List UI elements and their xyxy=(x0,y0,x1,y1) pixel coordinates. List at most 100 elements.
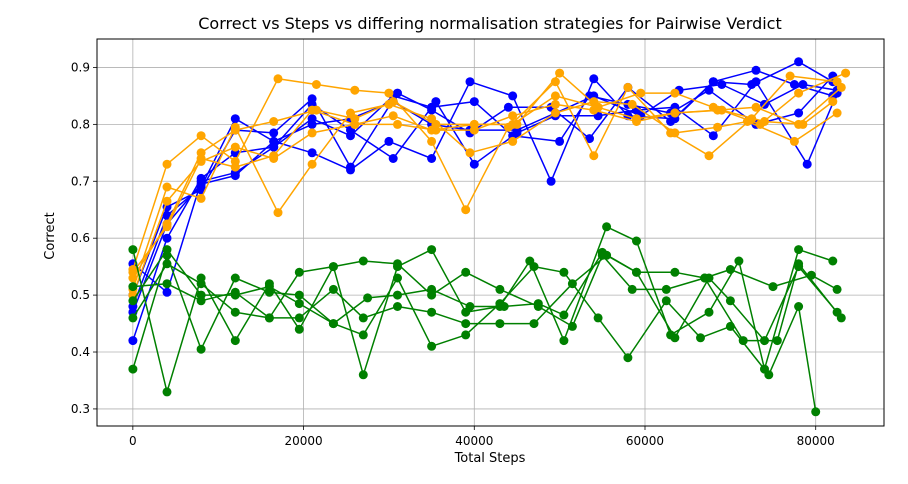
data-point xyxy=(789,80,799,89)
data-point xyxy=(461,267,471,277)
data-point xyxy=(798,80,808,89)
data-point xyxy=(307,148,317,158)
data-point xyxy=(393,290,402,300)
data-point xyxy=(841,68,851,78)
data-point xyxy=(196,179,206,189)
data-point xyxy=(427,136,437,146)
data-point xyxy=(128,245,138,255)
data-point xyxy=(559,267,569,277)
data-point xyxy=(388,111,398,121)
data-point xyxy=(567,321,577,331)
x-axis-label: Total Steps xyxy=(454,451,526,466)
data-point xyxy=(196,131,206,141)
data-point xyxy=(350,119,360,129)
data-point xyxy=(751,77,761,87)
data-point xyxy=(393,302,402,311)
data-point xyxy=(427,307,437,317)
data-point xyxy=(269,151,279,161)
plot-frame xyxy=(96,38,885,427)
data-point xyxy=(567,279,577,289)
data-point xyxy=(550,108,560,118)
data-point xyxy=(550,91,560,101)
data-point xyxy=(559,310,569,320)
data-point xyxy=(393,88,402,98)
series-group xyxy=(128,91,838,277)
data-point xyxy=(713,122,723,132)
data-point xyxy=(670,267,680,277)
data-point xyxy=(469,119,479,129)
data-point xyxy=(794,259,804,269)
data-point xyxy=(269,117,279,126)
data-point xyxy=(717,105,727,115)
data-point xyxy=(162,196,172,206)
data-point xyxy=(700,273,710,283)
data-point xyxy=(350,85,360,95)
data-point xyxy=(358,256,368,266)
data-point xyxy=(559,336,569,346)
data-point xyxy=(128,313,138,323)
data-point xyxy=(230,273,240,283)
data-point xyxy=(358,330,368,340)
data-point xyxy=(128,267,138,277)
data-point xyxy=(230,125,240,135)
data-point xyxy=(585,134,594,144)
data-point xyxy=(597,247,607,257)
data-point xyxy=(602,222,612,232)
data-point xyxy=(393,273,402,283)
data-point xyxy=(499,302,509,311)
data-point xyxy=(273,208,283,218)
x-tick-label: 60000 xyxy=(626,434,664,448)
data-point xyxy=(623,82,633,92)
y-tick-label: 0.6 xyxy=(71,231,90,245)
data-point xyxy=(196,290,206,300)
x-tick-label: 0 xyxy=(129,434,137,448)
data-point xyxy=(623,353,633,363)
data-point xyxy=(550,77,560,87)
y-tick-label: 0.5 xyxy=(71,288,90,302)
data-point xyxy=(427,125,437,135)
data-point xyxy=(794,245,804,255)
data-point xyxy=(734,256,744,266)
data-point xyxy=(632,114,641,124)
data-point xyxy=(508,91,518,101)
data-point xyxy=(533,299,543,309)
data-point xyxy=(465,302,475,311)
data-point xyxy=(393,259,402,269)
data-point xyxy=(294,290,304,300)
data-point xyxy=(427,105,437,115)
x-tick-label: 40000 xyxy=(455,434,493,448)
series-group xyxy=(128,222,838,397)
data-point xyxy=(128,336,138,346)
data-point xyxy=(794,108,804,118)
data-point xyxy=(461,319,471,329)
data-point xyxy=(503,102,513,112)
data-point xyxy=(495,319,505,329)
data-point xyxy=(465,148,475,158)
data-point xyxy=(388,97,398,107)
data-point xyxy=(469,159,479,169)
data-point xyxy=(555,136,565,146)
data-point xyxy=(196,154,206,163)
data-point xyxy=(427,284,437,294)
data-point xyxy=(461,330,471,340)
series-line xyxy=(132,248,842,342)
data-point xyxy=(508,111,518,121)
data-point xyxy=(358,370,368,380)
data-point xyxy=(465,77,475,87)
data-point xyxy=(162,279,172,289)
chart-title: Correct vs Steps vs differing normalisat… xyxy=(198,14,782,33)
plot-series xyxy=(128,57,851,417)
data-point xyxy=(328,284,338,294)
data-point xyxy=(794,302,804,311)
y-tick-label: 0.9 xyxy=(71,60,90,74)
data-point xyxy=(760,117,769,126)
y-tick-label: 0.4 xyxy=(71,345,90,359)
data-point xyxy=(307,159,317,169)
data-point xyxy=(427,245,437,255)
data-point xyxy=(789,136,799,146)
data-point xyxy=(307,119,317,129)
data-point xyxy=(508,119,518,129)
y-tick-label: 0.8 xyxy=(71,117,90,131)
y-tick-label: 0.7 xyxy=(71,174,90,188)
data-point xyxy=(162,159,172,169)
